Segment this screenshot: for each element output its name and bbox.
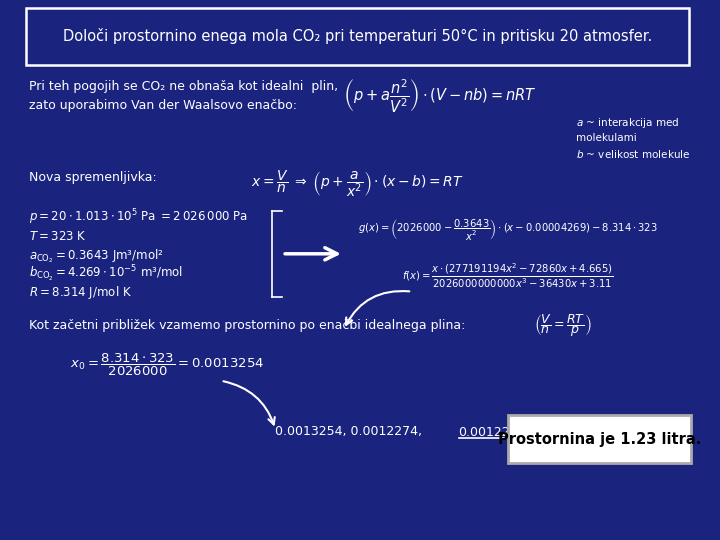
Text: $b$ ~ velikost molekule: $b$ ~ velikost molekule xyxy=(576,148,690,160)
Text: $x=\dfrac{V}{n}\;\Rightarrow\;\left(p+\dfrac{a}{x^2}\right)\cdot(x-b)=RT$: $x=\dfrac{V}{n}\;\Rightarrow\;\left(p+\d… xyxy=(251,168,464,199)
Text: $g(x)=\left(2026000-\dfrac{0.3643}{x^2}\right)\cdot(x-0.00004269)-8.314\cdot 323: $g(x)=\left(2026000-\dfrac{0.3643}{x^2}\… xyxy=(358,217,657,242)
Text: $\left(p+a\dfrac{n^2}{V^2}\right)\cdot(V-nb)=nRT$: $\left(p+a\dfrac{n^2}{V^2}\right)\cdot(V… xyxy=(343,77,536,115)
Text: $b_{\mathrm{CO_2}}=4.269\cdot 10^{-5}$ m³/mol: $b_{\mathrm{CO_2}}=4.269\cdot 10^{-5}$ m… xyxy=(30,264,184,285)
Text: Pri teh pogojih se CO₂ ne obnaša kot idealni  plin,: Pri teh pogojih se CO₂ ne obnaša kot ide… xyxy=(30,80,338,93)
FancyBboxPatch shape xyxy=(508,415,691,463)
FancyArrowPatch shape xyxy=(223,381,275,424)
Text: $\left(\dfrac{V}{n}=\dfrac{RT}{p}\right)$: $\left(\dfrac{V}{n}=\dfrac{RT}{p}\right)… xyxy=(534,312,591,339)
Text: Določi prostornino enega mola CO₂ pri temperaturi 50°C in pritisku 20 atmosfer.: Določi prostornino enega mola CO₂ pri te… xyxy=(63,28,652,44)
Text: $f(x)=\dfrac{x\cdot(277191194x^2-72860x+4.665)}{2026000000000x^3-36430x+3.11}$: $f(x)=\dfrac{x\cdot(277191194x^2-72860x+… xyxy=(402,261,613,290)
Text: Prostornina je 1.23 litra.: Prostornina je 1.23 litra. xyxy=(498,431,702,447)
FancyBboxPatch shape xyxy=(26,8,689,65)
Text: $x_0=\dfrac{8.314\cdot 323}{2026000}=0.0013254$: $x_0=\dfrac{8.314\cdot 323}{2026000}=0.0… xyxy=(71,352,264,377)
Text: $R=8.314$ J/mol K: $R=8.314$ J/mol K xyxy=(30,284,132,301)
Text: Kot začetni približek vzamemo prostornino po enačbi idealnega plina:: Kot začetni približek vzamemo prostornin… xyxy=(30,319,466,332)
Text: $a$ ~ interakcija med
molekulami: $a$ ~ interakcija med molekulami xyxy=(576,116,680,143)
FancyArrowPatch shape xyxy=(346,291,410,325)
Text: $p=20\cdot 1.013\cdot 10^5$ Pa $= 2\,026\,000$ Pa: $p=20\cdot 1.013\cdot 10^5$ Pa $= 2\,026… xyxy=(30,207,248,227)
Text: $a_{\mathrm{CO_2}}=0.3643$ Jm³/mol²: $a_{\mathrm{CO_2}}=0.3643$ Jm³/mol² xyxy=(30,247,164,265)
Text: 0.0012266: 0.0012266 xyxy=(459,426,526,438)
Text: Nova spremenljivka:: Nova spremenljivka: xyxy=(30,171,157,184)
Text: zato uporabimo Van der Waalsovo enačbo:: zato uporabimo Van der Waalsovo enačbo: xyxy=(30,99,297,112)
Text: $T=323$ K: $T=323$ K xyxy=(30,230,87,243)
Text: 0.0013254, 0.0012274,: 0.0013254, 0.0012274, xyxy=(275,426,426,438)
